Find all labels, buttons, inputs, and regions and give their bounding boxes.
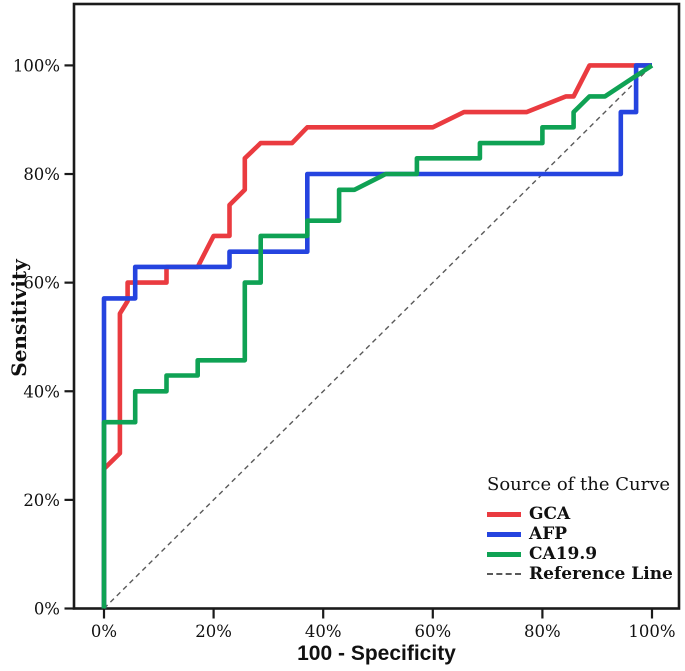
y-tick-label: 100% xyxy=(13,56,60,75)
x-tick-label: 100% xyxy=(628,622,675,641)
y-tick-label: 0% xyxy=(34,600,60,619)
legend-title: Source of the Curve xyxy=(487,474,671,495)
curve-reference-line xyxy=(103,64,653,609)
x-axis-title: 100 - Specificity xyxy=(297,642,456,665)
x-tick-label: 60% xyxy=(414,622,451,641)
legend-label-ca199: CA19.9 xyxy=(529,544,598,564)
y-tick-label: 80% xyxy=(23,165,60,184)
x-tick-label: 80% xyxy=(524,622,561,641)
legend-item-gca: GCA xyxy=(487,504,673,524)
x-tick-label: 40% xyxy=(305,622,342,641)
gca-line-swatch xyxy=(487,511,521,517)
curve-afp xyxy=(101,63,652,609)
y-tick-label: 60% xyxy=(23,274,60,293)
legend-item-ca199: CA19.9 xyxy=(487,544,673,564)
x-tick-label: 0% xyxy=(91,622,117,641)
legend-item-reference-line: Reference Line xyxy=(487,564,673,584)
legend-label-gca: GCA xyxy=(529,504,571,524)
legend-label-afp: AFP xyxy=(529,524,568,544)
legend-item-afp: AFP xyxy=(487,524,673,544)
curve-ca19-9 xyxy=(101,63,654,609)
curve-gca xyxy=(101,63,652,609)
ca199-line-swatch xyxy=(487,551,521,557)
y-axis-title: Sensitivity xyxy=(7,259,31,377)
x-tick-label: 20% xyxy=(195,622,232,641)
legend-label-reference-line: Reference Line xyxy=(529,564,673,584)
afp-line-swatch xyxy=(487,531,521,537)
legend: Source of the Curve GCA AFP CA19.9 Refer… xyxy=(487,474,673,584)
y-tick-label: 40% xyxy=(23,382,60,401)
plot-frame xyxy=(72,2,681,610)
reference-line-swatch xyxy=(487,573,521,575)
y-tick-label: 20% xyxy=(23,491,60,510)
